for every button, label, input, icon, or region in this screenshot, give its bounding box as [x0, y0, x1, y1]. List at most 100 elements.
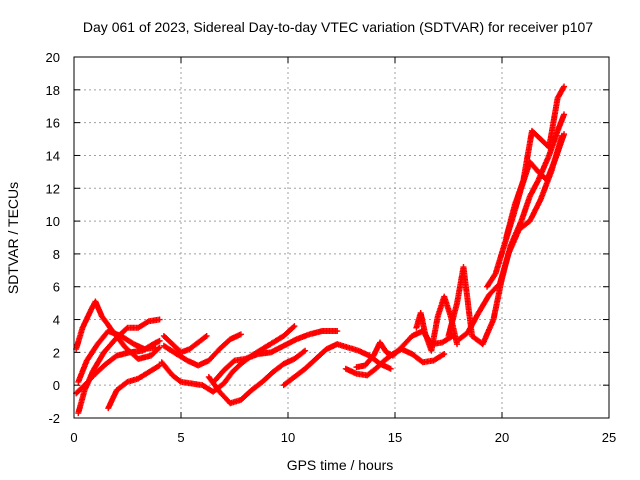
data-trace: [75, 359, 90, 384]
data-trace: [104, 353, 119, 366]
x-tick-label: 15: [388, 430, 402, 445]
data-trace: [445, 301, 460, 338]
data-trace: [221, 370, 235, 386]
data-trace: [271, 361, 286, 375]
data-trace: [93, 361, 108, 376]
y-axis-label: SDTVAR / TECUs: [5, 182, 21, 294]
data-trace: [476, 293, 492, 315]
data-trace: [365, 366, 378, 378]
data-trace: [73, 326, 86, 351]
x-tick-label: 5: [177, 430, 184, 445]
data-trace: [260, 340, 275, 352]
data-trace: [493, 244, 507, 276]
data-trace: [217, 337, 233, 352]
plot-frame: [73, 56, 610, 419]
data-trace: [80, 308, 94, 330]
data-trace: [390, 345, 404, 358]
data-trace: [206, 347, 222, 363]
data-trace: [136, 319, 151, 330]
data-trace: [99, 314, 115, 333]
data-trace: [465, 311, 481, 335]
chart-title: Day 061 of 2023, Sidereal Day-to-day VTE…: [83, 19, 593, 35]
data-trace: [239, 388, 254, 402]
y-tick-label: 2: [53, 345, 60, 360]
data-trace: [363, 353, 376, 368]
data-trace: [175, 351, 190, 363]
data-trace: [399, 334, 415, 350]
series-arc-9: [212, 328, 341, 384]
data-trace: [230, 361, 243, 374]
series-arc-4: [73, 337, 163, 397]
data-point: [334, 328, 341, 335]
x-axis-label: GPS time / hours: [287, 457, 394, 473]
data-trace: [313, 347, 329, 361]
data-trace: [119, 333, 136, 347]
data-trace: [84, 342, 100, 363]
data-trace: [512, 178, 526, 207]
series-arc-13: [353, 328, 456, 371]
data-point: [561, 111, 568, 118]
data-marks: [73, 83, 568, 417]
data-point: [156, 337, 163, 344]
data-trace: [546, 96, 561, 149]
data-trace: [162, 343, 179, 357]
data-trace: [101, 335, 119, 355]
data-trace: [530, 128, 543, 141]
data-trace: [373, 358, 387, 371]
data-point: [203, 332, 210, 339]
data-trace: [170, 373, 183, 384]
data-trace: [527, 160, 541, 174]
y-tick-label: 8: [53, 247, 60, 262]
y-tick-label: 6: [53, 280, 60, 295]
data-point: [291, 323, 298, 330]
data-trace: [105, 388, 120, 410]
data-trace: [271, 333, 286, 345]
data-trace: [292, 366, 307, 380]
y-tick-label: 10: [46, 214, 60, 229]
data-trace: [93, 299, 105, 318]
data-trace: [497, 252, 511, 285]
data-trace: [546, 129, 561, 157]
data-trace: [213, 368, 226, 383]
x-tick-label: 0: [70, 430, 77, 445]
axis-ticks: 0 5 10 15 20 25 -2 0 2 4 6 8 10 12 14 16 18 20: [46, 50, 617, 445]
data-trace: [517, 219, 532, 232]
data-trace: [520, 129, 535, 182]
data-trace: [147, 363, 162, 375]
data-trace: [91, 350, 107, 373]
data-trace: [527, 178, 541, 199]
data-trace: [149, 345, 162, 358]
data-trace: [115, 379, 130, 393]
data-trace: [527, 198, 543, 223]
data-point: [302, 347, 309, 354]
data-point: [237, 331, 244, 338]
series-arc-5: [105, 362, 163, 412]
data-trace: [249, 379, 265, 393]
data-point: [156, 316, 163, 323]
x-tick-label: 20: [495, 430, 509, 445]
data-trace: [428, 314, 441, 353]
data-point: [156, 362, 163, 369]
data-trace: [503, 203, 518, 239]
y-tick-label: 4: [53, 313, 60, 328]
data-trace: [161, 334, 175, 347]
data-trace: [114, 325, 130, 340]
y-tick-label: 14: [46, 148, 60, 163]
series-arc-14: [413, 293, 461, 354]
data-trace: [187, 340, 200, 352]
y-tick-label: 12: [46, 181, 60, 196]
data-point: [454, 341, 461, 348]
data-point: [561, 83, 568, 90]
series-arc-18: [503, 83, 568, 241]
data-trace: [553, 132, 567, 161]
y-tick-label: 0: [53, 378, 60, 393]
y-tick-label: 16: [46, 116, 60, 131]
y-tick-label: -2: [48, 411, 60, 426]
data-trace: [555, 84, 567, 100]
data-trace: [457, 330, 470, 342]
y-tick-label: 18: [46, 83, 60, 98]
data-trace: [518, 194, 533, 223]
series-arc-6: [160, 332, 210, 356]
data-trace: [260, 370, 275, 384]
